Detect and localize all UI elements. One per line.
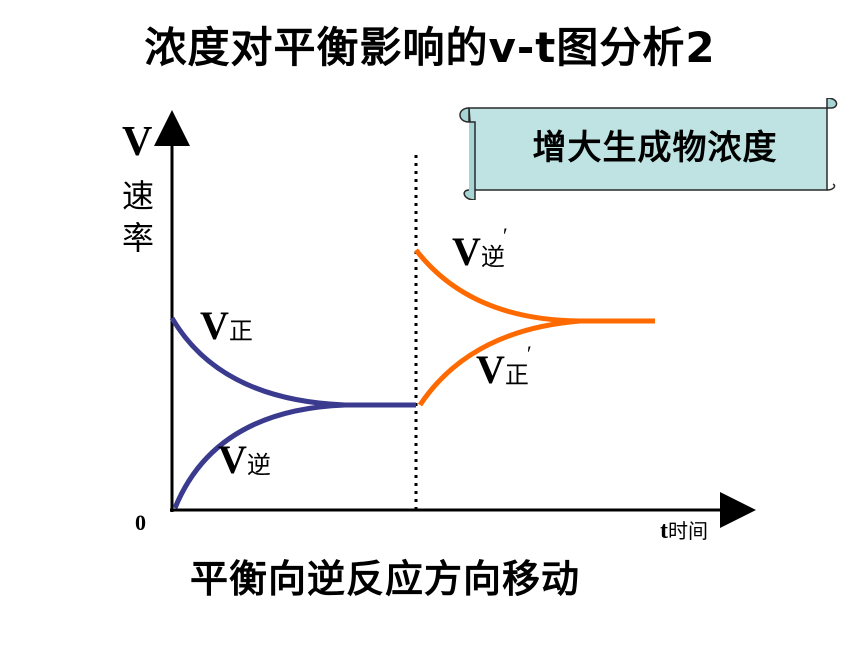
page-title: 浓度对平衡影响的v-t图分析2 <box>144 23 716 72</box>
v-forward-label: V正 <box>200 303 253 348</box>
y-axis-symbol: V <box>122 119 153 165</box>
scroll-banner: 增大生成物浓度 <box>455 97 841 201</box>
v-reverse-label: V逆 <box>218 437 271 482</box>
scroll-shape <box>459 97 838 201</box>
x-axis-text: 时间 <box>668 519 708 543</box>
banner-text: 增大生成物浓度 <box>532 128 778 168</box>
y-axis-label: 速率 <box>122 177 155 257</box>
v-forward-new-curve <box>417 318 581 407</box>
origin-label: 0 <box>135 510 146 535</box>
v-reverse-curve <box>172 402 346 509</box>
v-forward-new-label: V正′ <box>476 341 532 392</box>
x-axis-label: t时间 <box>660 515 708 545</box>
x-axis-symbol: t <box>660 518 668 544</box>
conclusion-caption: 平衡向逆反应方向移动 <box>190 557 581 601</box>
v-reverse-new-label: V逆′ <box>452 223 508 274</box>
